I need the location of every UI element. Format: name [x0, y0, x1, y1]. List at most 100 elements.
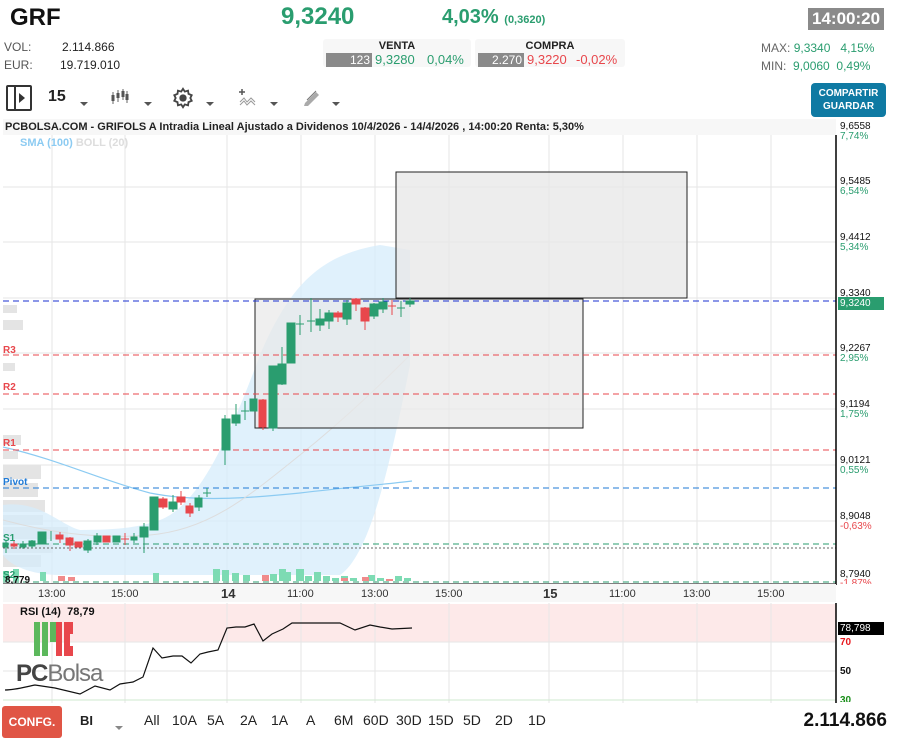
interval-chevron-icon[interactable]: [79, 94, 89, 112]
rsi-level-70: 70: [840, 637, 852, 648]
x-tick: 11:00: [287, 588, 314, 600]
rsi-legend: RSI (14) 78,79: [20, 606, 95, 618]
y-tick: 8,7940: [840, 569, 871, 580]
rsi-label: RSI (14): [20, 606, 61, 618]
x-tick: 15:00: [111, 588, 139, 600]
y-tick: 9,1194: [840, 399, 870, 410]
chart-type-button[interactable]: [110, 88, 130, 111]
s2-label: S2: [3, 570, 16, 581]
change-abs: (0,3620): [504, 14, 546, 26]
y-tick: 9,0121: [840, 455, 871, 466]
range-2d[interactable]: 2D: [495, 712, 513, 728]
y-tick-pct: -1,87%: [840, 579, 872, 584]
ticker-symbol: GRF: [10, 4, 61, 31]
y-tick: 9,5485: [840, 176, 871, 187]
chart-type-chevron-icon[interactable]: [143, 94, 153, 112]
share-save-button[interactable]: COMPARTIR GUARDAR: [811, 83, 886, 117]
current-price-tag: 9,3240: [838, 297, 884, 310]
rsi-level-50: 50: [840, 666, 852, 677]
min-price: 9,0060: [793, 59, 830, 73]
config-button[interactable]: CONFG.: [2, 706, 62, 738]
total-volume: 2.114.866: [803, 710, 887, 731]
add-indicator-icon: [239, 89, 256, 106]
x-tick: 11:00: [609, 588, 636, 600]
rsi-chart[interactable]: [0, 603, 901, 703]
y-tick: 9,4412: [840, 232, 871, 243]
quote-time: 14:00:20: [808, 8, 885, 30]
range-a[interactable]: A: [306, 712, 316, 728]
interval-select[interactable]: 15: [48, 88, 66, 105]
x-tick-day: 15: [543, 586, 558, 601]
panel-toggle-icon: [6, 85, 32, 111]
venta-box: VENTA 123 9,3280 0,04%: [323, 39, 471, 67]
legend-sma[interactable]: SMA (100): [20, 137, 73, 149]
y-tick: 8,9048: [840, 511, 871, 522]
settings-chevron-icon[interactable]: [205, 94, 215, 112]
x-tick: 13:00: [361, 588, 389, 600]
min-pct: 0,49%: [836, 59, 871, 73]
draw-tools-chevron-icon[interactable]: [331, 94, 341, 112]
gear-icon: [173, 87, 193, 109]
logo-bolsa: Bolsa: [47, 660, 103, 687]
y-tick: 9,6558: [840, 121, 871, 132]
venta-pct: 0,04%: [427, 52, 464, 67]
left-price-label: 8,779: [5, 575, 31, 586]
venta-label: VENTA: [378, 40, 416, 52]
range-5a[interactable]: 5A: [207, 712, 225, 728]
settings-button[interactable]: [172, 87, 194, 114]
x-tick: 13:00: [38, 588, 66, 600]
price-chart[interactable]: [0, 135, 901, 585]
range-6m[interactable]: 6M: [334, 712, 354, 728]
range-10a[interactable]: 10A: [172, 712, 197, 728]
x-tick: 15:00: [435, 588, 463, 600]
range-2a[interactable]: 2A: [240, 712, 258, 728]
logo-pc: PC: [16, 660, 48, 687]
save-label: GUARDAR: [822, 101, 875, 112]
pencil-icon: [304, 90, 319, 106]
rsi-level-30: 30: [840, 695, 852, 702]
y-tick-pct: 5,34%: [840, 242, 869, 253]
compra-price: 9,3220: [527, 52, 567, 67]
range-15d[interactable]: 15D: [428, 712, 454, 728]
r2-label: R2: [3, 382, 16, 393]
chart-mode-chevron-icon[interactable]: [114, 718, 124, 736]
share-label: COMPARTIR: [818, 88, 879, 99]
change-pct: 4,03%: [442, 6, 499, 28]
vol-label: VOL:: [4, 40, 32, 54]
chart-mode-select[interactable]: BI: [80, 713, 93, 728]
compra-qty: 2.270: [478, 53, 524, 67]
last-price: 9,3240: [281, 3, 355, 30]
draw-tools-button[interactable]: [302, 88, 322, 111]
y-tick-pct: 1,75%: [840, 409, 869, 420]
max-pct: 4,15%: [840, 41, 875, 55]
range-60d[interactable]: 60D: [363, 712, 389, 728]
x-tick: 15:00: [757, 588, 785, 600]
venta-qty: 123: [326, 53, 372, 67]
indicators-chevron-icon[interactable]: [269, 94, 279, 112]
range-1d[interactable]: 1D: [528, 712, 546, 728]
eur-value: 19.719.010: [60, 58, 121, 72]
legend-boll[interactable]: BOLL (20): [75, 137, 129, 149]
toggle-panel-button[interactable]: [6, 85, 32, 111]
compra-label: COMPRA: [525, 40, 575, 52]
range-1a[interactable]: 1A: [271, 712, 289, 728]
r1-label: R1: [3, 438, 16, 449]
pcbolsa-logo: PCBolsa: [16, 660, 103, 688]
price-change: 4,03% (0,3620): [442, 6, 545, 29]
y-tick: 9,3340: [840, 288, 871, 299]
x-tick-day: 14: [221, 586, 236, 601]
max-label: MAX:: [761, 41, 791, 55]
range-30d[interactable]: 30D: [396, 712, 422, 728]
range-5d[interactable]: 5D: [463, 712, 481, 728]
y-tick-pct: 2,95%: [840, 353, 869, 364]
max-row: MAX: 9,3340 4,15%: [761, 41, 874, 55]
range-all[interactable]: All: [144, 712, 160, 728]
min-row: MIN: 9,0060 0,49%: [761, 59, 870, 73]
vol-value: 2.114.866: [62, 40, 115, 54]
candlestick-icon: [111, 89, 129, 104]
legend: SMA (100) BOLL (20): [20, 137, 128, 149]
eur-label: EUR:: [4, 58, 33, 72]
max-price: 9,3340: [793, 41, 831, 55]
y-tick-pct: -0,63%: [840, 521, 872, 532]
indicators-button[interactable]: [238, 88, 258, 113]
